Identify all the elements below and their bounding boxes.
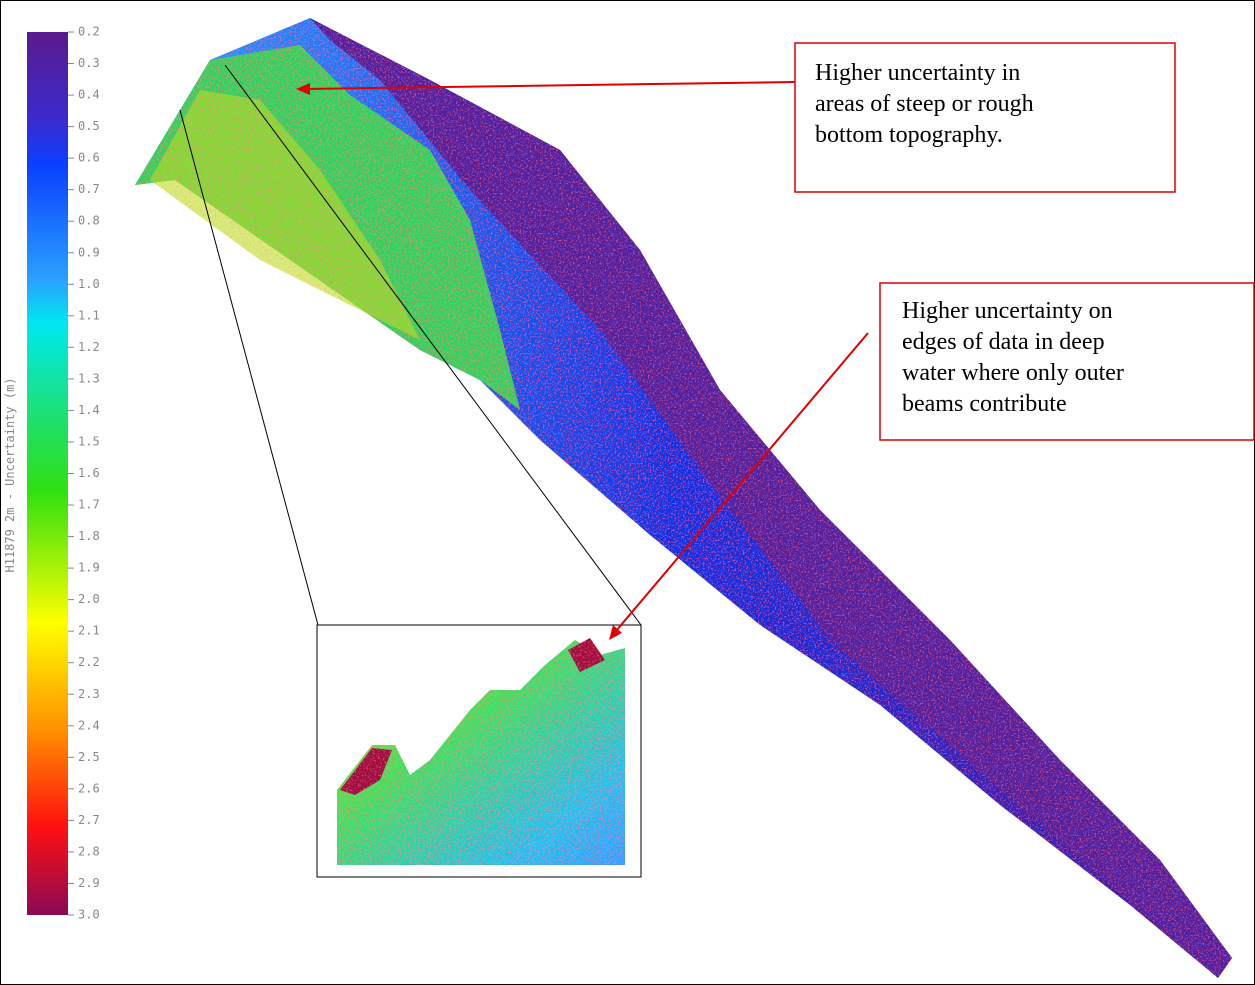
tick-label: 3.0: [78, 908, 100, 922]
tick-label: 1.5: [78, 434, 100, 448]
annotation-text: Higher uncertainty on: [902, 298, 1113, 324]
annotation-text: edges of data in deep: [902, 329, 1105, 355]
tick-label: 0.5: [78, 119, 100, 133]
colorbar-label: H11879 2m - Uncertainty (m): [3, 377, 17, 572]
tick-label: 2.0: [78, 592, 100, 606]
tick-label: 0.4: [78, 88, 100, 102]
tick-label: 1.2: [78, 340, 100, 354]
page: H11879 2m - Uncertainty (m) 0.2 0.3 0.4 0.5…: [0, 0, 1255, 985]
tick-label: 1.3: [78, 371, 100, 385]
tick-label: 1.4: [78, 403, 100, 417]
tick-label: 2.3: [78, 687, 100, 701]
colorbar: [27, 32, 68, 915]
tick-label: 0.6: [78, 151, 100, 165]
tick-label: 0.3: [78, 56, 100, 70]
annotation-text: Higher uncertainty in: [815, 60, 1020, 86]
tick-label: 0.8: [78, 214, 100, 228]
tick-label: 2.6: [78, 781, 100, 795]
tick-label: 1.6: [78, 466, 100, 480]
tick-label: 1.1: [78, 308, 100, 322]
tick-label: 0.7: [78, 182, 100, 196]
tick-label: 2.9: [78, 876, 100, 890]
tick-label: 2.1: [78, 624, 100, 638]
tick-label: 2.8: [78, 844, 100, 858]
colorbar-ticks: 0.2 0.3 0.4 0.5 0.6 0.7 0.8 0.9 1.0 1.1 1.2 1.3 1.4 1…: [68, 25, 100, 922]
tick-label: 1.7: [78, 498, 100, 512]
tick-label: 2.4: [78, 718, 100, 732]
tick-label: 1.0: [78, 277, 100, 291]
tick-label: 0.2: [78, 25, 100, 39]
annotation-text: beams contribute: [902, 391, 1067, 417]
annotation-text: bottom topography.: [815, 122, 1003, 148]
tick-label: 2.2: [78, 655, 100, 669]
annotation-text: areas of steep or rough: [815, 91, 1034, 117]
tick-label: 1.9: [78, 561, 100, 575]
annotation-text: water where only outer: [902, 360, 1124, 386]
tick-label: 2.5: [78, 750, 100, 764]
tick-label: 0.9: [78, 245, 100, 259]
tick-label: 1.8: [78, 529, 100, 543]
tick-label: 2.7: [78, 813, 100, 827]
